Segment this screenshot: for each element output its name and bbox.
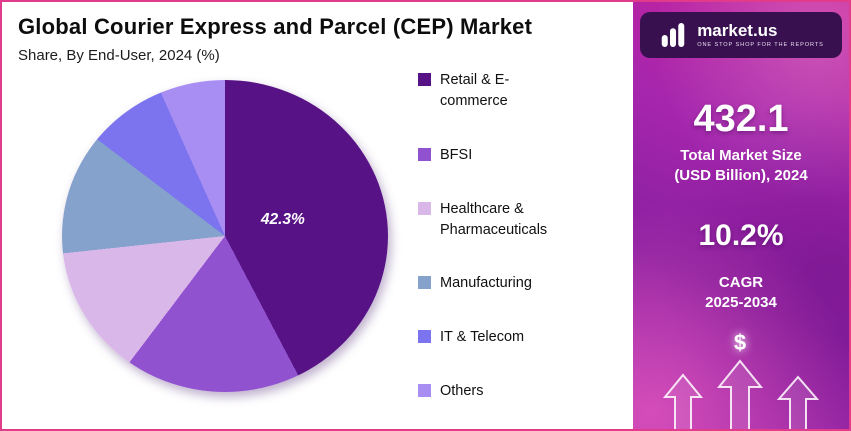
pie-chart: 42.3% bbox=[62, 80, 388, 392]
legend-item-retail-e-commerce: Retail & E-commerce bbox=[418, 70, 574, 112]
marketus-logo-icon bbox=[661, 23, 685, 47]
chart-panel: Global Courier Express and Parcel (CEP) … bbox=[2, 2, 633, 429]
legend-item-healthcare-pharmaceuticals: Healthcare & Pharmaceuticals bbox=[418, 199, 574, 241]
brand-tagline: ONE STOP SHOP FOR THE REPORTS bbox=[697, 41, 824, 48]
legend-item-manufacturing: Manufacturing bbox=[418, 273, 574, 294]
dollar-arrow-group: $ bbox=[716, 330, 764, 429]
legend-swatch bbox=[418, 73, 431, 86]
cagr-label-line1: CAGR bbox=[718, 274, 764, 291]
market-size-label-line2: (USD Billion), 2024 bbox=[674, 166, 808, 184]
legend-label: Retail & E-commerce bbox=[440, 72, 510, 110]
up-arrow-icon bbox=[776, 375, 820, 429]
legend-swatch bbox=[418, 201, 431, 215]
legend-label: Manufacturing bbox=[440, 275, 532, 292]
chart-subtitle: Share, By End-User, 2024 (%) bbox=[18, 47, 220, 64]
promo-sidebar: market.us ONE STOP SHOP FOR THE REPORTS … bbox=[633, 2, 849, 429]
brand-text: market.us ONE STOP SHOP FOR THE REPORTS bbox=[697, 22, 824, 48]
growth-arrows: $ bbox=[633, 330, 849, 429]
page-title: Global Courier Express and Parcel (CEP) … bbox=[18, 14, 533, 39]
market-size-label: Total Market Size (USD Billion), 2024 bbox=[633, 146, 849, 185]
legend-item-others: Others bbox=[418, 381, 574, 402]
up-arrow-icon bbox=[662, 373, 704, 429]
legend-label: IT & Telecom bbox=[440, 329, 525, 346]
chart-content: 42.3% Retail & E-commerce BFSI Healthcare … bbox=[18, 64, 633, 402]
legend-item-bfsi: BFSI bbox=[418, 145, 574, 166]
legend-label: Others bbox=[440, 382, 484, 399]
legend-swatch bbox=[418, 330, 431, 344]
dollar-icon: $ bbox=[733, 330, 747, 355]
legend-label: Healthcare & Pharmaceuticals bbox=[440, 200, 548, 238]
legend-swatch bbox=[418, 383, 431, 397]
legend-item-it-telecom: IT & Telecom bbox=[418, 327, 574, 348]
market-size-label-line1: Total Market Size bbox=[680, 147, 802, 164]
cagr-label-line2: 2025-2034 bbox=[705, 294, 777, 312]
legend-swatch bbox=[418, 147, 431, 161]
cagr-value: 10.2% bbox=[698, 219, 784, 252]
cagr-label: CAGR 2025-2034 bbox=[633, 273, 849, 314]
pie-data-label: 42.3% bbox=[260, 211, 305, 229]
legend-label: BFSI bbox=[440, 146, 473, 163]
up-arrow-icon bbox=[716, 359, 764, 429]
market-size-value: 432.1 bbox=[693, 98, 789, 140]
legend-swatch bbox=[418, 276, 431, 290]
brand-name: market.us bbox=[697, 21, 778, 41]
chart-legend: Retail & E-commerce BFSI Healthcare & Phar… bbox=[418, 70, 574, 402]
brand-logo-box: market.us ONE STOP SHOP FOR THE REPORTS bbox=[640, 12, 842, 58]
